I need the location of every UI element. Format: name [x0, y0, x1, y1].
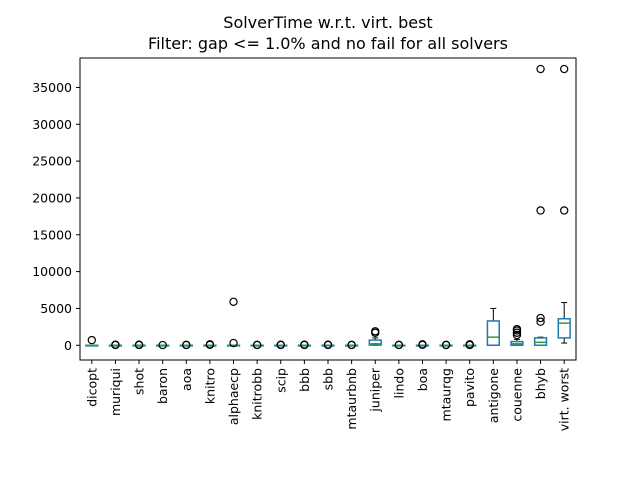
- flier-point: [134, 340, 144, 349]
- flier-point: [182, 340, 191, 350]
- y-tick-label: 5000: [40, 301, 72, 316]
- box-antigone: [486, 320, 500, 347]
- flier-point: [300, 340, 309, 349]
- flier-point: [158, 340, 167, 350]
- flier-point: [536, 206, 545, 215]
- flier-point: [418, 340, 427, 349]
- flier-point: [465, 340, 474, 349]
- y-tick-label: 20000: [32, 190, 72, 205]
- flier-point: [536, 64, 545, 74]
- axes-frame: [79, 57, 577, 361]
- x-tick-label: lindo: [391, 368, 406, 398]
- x-tick-label: boa: [415, 368, 430, 391]
- y-tick-label: 25000: [32, 154, 72, 169]
- x-tick-label: knitro: [202, 368, 217, 404]
- flier-point: [87, 335, 97, 345]
- flier-point: [536, 317, 545, 326]
- flier-point: [229, 297, 238, 307]
- flier-point: [111, 340, 120, 349]
- x-tick-label: muriqui: [108, 368, 123, 416]
- flier-point: [347, 340, 356, 350]
- flier-point: [512, 330, 522, 340]
- x-tick-label: bhyb: [533, 368, 548, 399]
- y-tick-label: 30000: [32, 117, 72, 132]
- x-tick-label: knitrobb: [250, 368, 265, 420]
- flier-point: [536, 313, 545, 323]
- chart-title: SolverTime w.r.t. virt. best: [223, 13, 432, 32]
- x-tick-label: dicopt: [84, 368, 99, 407]
- plot-area: 0 5000 10000 15000 20000 25000 30000 35000 dicop…: [32, 57, 577, 431]
- box-virt-worst: [557, 318, 571, 339]
- flier-point: [512, 324, 522, 334]
- flier-point: [394, 340, 404, 350]
- x-tick-label: bbb: [297, 368, 312, 392]
- x-tick-label: couenne: [509, 368, 524, 422]
- flier-point: [559, 64, 569, 74]
- flier-point: [276, 340, 285, 349]
- flier-point: [559, 206, 569, 215]
- flier-point: [371, 327, 380, 336]
- y-tick-label: 10000: [32, 264, 72, 279]
- flier-point: [252, 340, 262, 350]
- y-tick-label: 35000: [32, 80, 72, 95]
- x-tick-label: virt. worst: [557, 368, 572, 431]
- y-tick-label: 0: [64, 338, 72, 353]
- x-tick-label: mtaurbnb: [344, 368, 359, 430]
- x-tick-label: shot: [132, 368, 147, 395]
- x-tick-label: antigone: [486, 368, 501, 423]
- flier-point: [441, 340, 451, 350]
- flier-point: [323, 340, 333, 349]
- x-tick-label: scip: [273, 368, 288, 393]
- flier-point: [229, 338, 238, 348]
- x-tick-label: sbb: [321, 368, 336, 390]
- box-juniper: [368, 339, 382, 346]
- x-tick-label: alphaecp: [226, 368, 241, 425]
- x-tick-label: aoa: [179, 368, 194, 391]
- x-tick-label: mtaurqg: [439, 368, 454, 421]
- flier-point: [205, 340, 215, 349]
- x-tick-label: juniper: [368, 367, 383, 412]
- x-tick-label: baron: [155, 368, 170, 404]
- y-tick-label: 15000: [32, 227, 72, 242]
- flier-point: [512, 328, 522, 337]
- chart-subtitle: Filter: gap <= 1.0% and no fail for all …: [148, 34, 508, 53]
- x-tick-label: pavito: [462, 368, 477, 407]
